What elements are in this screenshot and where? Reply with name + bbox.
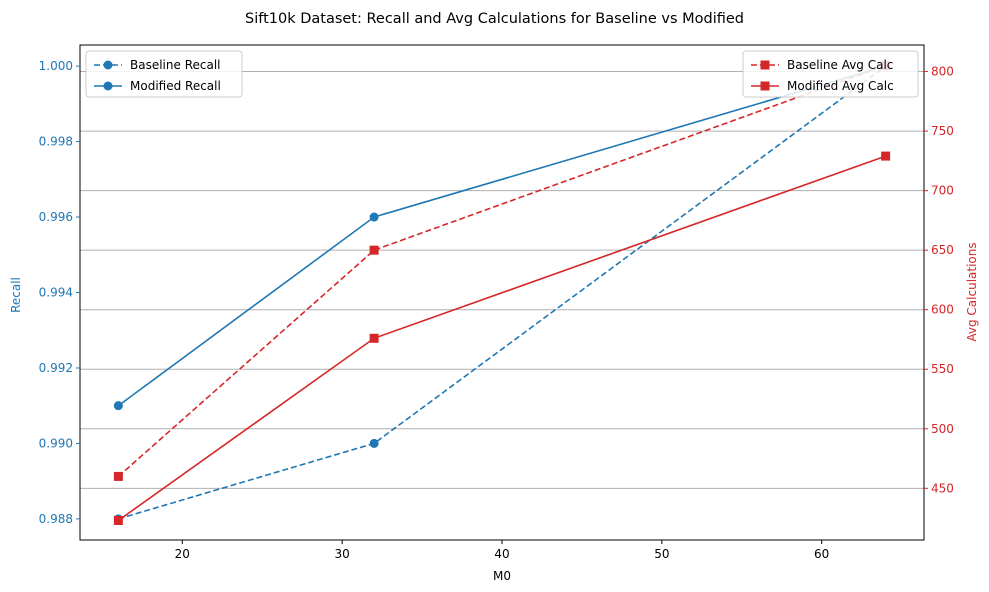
- modified-avg-calc-line: [117, 155, 886, 522]
- y-left-tick-label: 0.990: [39, 436, 73, 450]
- y-right-tick-label: 800: [931, 65, 954, 79]
- y-right-tick-label: 650: [931, 243, 954, 257]
- baseline-recall-point: [369, 438, 379, 448]
- x-axis-label: M0: [493, 569, 511, 583]
- y-right-tick-label: 500: [931, 422, 954, 436]
- legend-label: Baseline Recall: [130, 58, 221, 72]
- x-tick-label: 30: [335, 547, 350, 561]
- grid-lines: [80, 71, 924, 489]
- legend-label: Modified Recall: [130, 79, 221, 93]
- x-tick-label: 40: [494, 547, 509, 561]
- y-left-tick-label: 1.000: [39, 59, 73, 73]
- y-left-tick-label: 0.998: [39, 135, 73, 149]
- legend-swatch-marker: [103, 81, 113, 91]
- chart-title: Sift10k Dataset: Recall and Avg Calculat…: [245, 11, 744, 27]
- modified-avg-calc-point: [113, 515, 123, 525]
- baseline-avg-calc-line: [117, 64, 886, 478]
- x-tick-label: 50: [654, 547, 669, 561]
- legend-swatch-marker: [760, 81, 770, 91]
- modified-recall-line: [117, 65, 886, 407]
- y-axis-left-label: Recall: [9, 277, 23, 313]
- modified-avg-calc-point: [881, 151, 891, 161]
- y-left-tick-label: 0.996: [39, 210, 73, 224]
- legend-recall: Baseline Recall Modified Recall: [85, 50, 243, 98]
- legend-box: [85, 50, 243, 98]
- y-right-tick-label: 450: [931, 481, 954, 495]
- baseline-avg-calc-point: [369, 245, 379, 255]
- modified-recall-point: [113, 401, 123, 411]
- modified-avg-calc-point: [369, 333, 379, 343]
- legend-box: [742, 50, 919, 98]
- axes: 20 30 40 50 60 0.988 0.990 0.992 0.994 0.996 0.998…: [39, 44, 954, 561]
- y-right-tick-label: 550: [931, 362, 954, 376]
- x-tick-label: 20: [175, 547, 190, 561]
- y-left-tick-label: 0.992: [39, 361, 73, 375]
- legend-swatch-marker: [760, 60, 770, 70]
- legend-swatch-marker: [103, 60, 113, 70]
- y-left-tick-label: 0.994: [39, 286, 73, 300]
- legend-avg-calc: Baseline Avg Calc Modified Avg Calc: [742, 50, 919, 98]
- y-right-tick-label: 700: [931, 184, 954, 198]
- y-right-tick-label: 750: [931, 124, 954, 138]
- y-left-tick-label: 0.988: [39, 512, 73, 526]
- legend-label: Baseline Avg Calc: [787, 58, 893, 72]
- legend-label: Modified Avg Calc: [787, 79, 894, 93]
- y-axis-right-label: Avg Calculations: [965, 242, 979, 341]
- modified-recall-point: [369, 212, 379, 222]
- x-tick-label: 60: [814, 547, 829, 561]
- baseline-avg-calc-point: [113, 471, 123, 481]
- y-right-tick-label: 600: [931, 303, 954, 317]
